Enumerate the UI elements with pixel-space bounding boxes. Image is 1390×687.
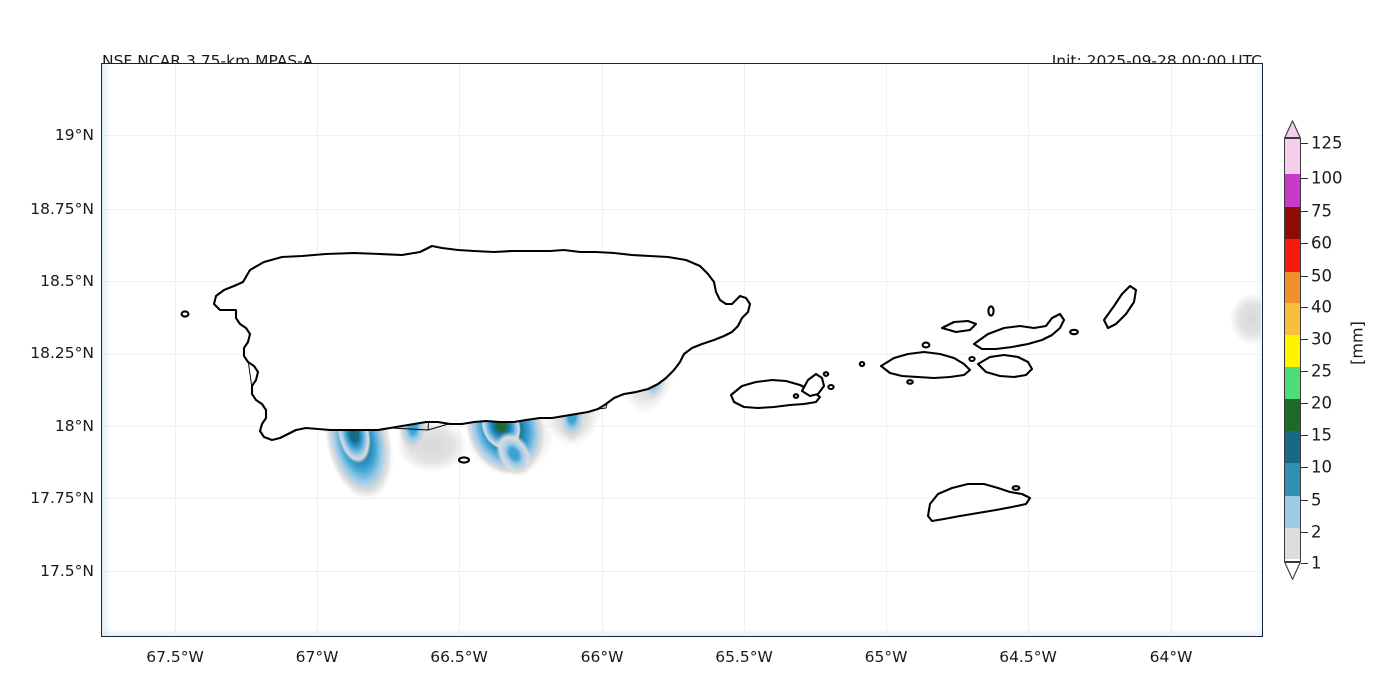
- colorbar-tick: [1301, 243, 1308, 245]
- colorbar-band-30-40: [1285, 303, 1300, 335]
- x-tick-label: 65°W: [864, 648, 908, 666]
- colorbar-band-below-1: [1285, 559, 1300, 561]
- y-tick-label: 18.5°N: [40, 272, 94, 290]
- x-tick-label: 64°W: [1149, 648, 1193, 666]
- colorbar-band-100-125: [1285, 139, 1300, 174]
- colorbar-label: 25: [1311, 361, 1332, 381]
- coastline-buck-island: [1011, 485, 1021, 491]
- colorbar-tick: [1301, 211, 1308, 213]
- precip-trace-area: [1230, 293, 1261, 345]
- coastline-hans-lollik: [921, 341, 931, 349]
- y-tick-label: 18.75°N: [30, 200, 94, 218]
- y-tick-label: 19°N: [54, 126, 94, 144]
- coastline-islet: [968, 355, 976, 363]
- colorbar-band-1-2: [1285, 528, 1300, 559]
- colorbar-label: 30: [1311, 329, 1332, 349]
- x-tick-label: 64.5°W: [999, 648, 1057, 666]
- colorbar-bands: [1284, 138, 1301, 562]
- colorbar-unit-label: [mm]: [1347, 321, 1367, 365]
- coastline-islet: [987, 305, 995, 317]
- colorbar-label: 10: [1311, 457, 1332, 477]
- colorbar-tick: [1301, 532, 1308, 534]
- map-plot-area: [101, 63, 1263, 637]
- colorbar-band-5-10: [1285, 463, 1300, 496]
- colorbar-tick: [1301, 178, 1308, 180]
- colorbar-band-50-60: [1285, 239, 1300, 272]
- colorbar-label: 100: [1311, 168, 1343, 188]
- y-tick-label: 18°N: [54, 417, 94, 435]
- colorbar-extend-top: [1284, 120, 1300, 138]
- colorbar-band-10-15: [1285, 431, 1300, 463]
- colorbar: [1284, 120, 1301, 580]
- colorbar-tick: [1301, 563, 1308, 565]
- colorbar-label: 125: [1311, 133, 1343, 153]
- colorbar-tick: [1301, 435, 1308, 437]
- coastline-luis-pena: [792, 393, 800, 399]
- colorbar-tick: [1301, 467, 1308, 469]
- colorbar-tick: [1301, 371, 1308, 373]
- coastline-islet: [1069, 328, 1079, 336]
- coastline-puerto-rico: [212, 244, 752, 442]
- colorbar-label: 40: [1311, 297, 1332, 317]
- coastline-islet: [822, 371, 830, 377]
- coastline-st-john: [976, 353, 1034, 379]
- colorbar-band-15-20: [1285, 399, 1300, 431]
- coastline-desecheo: [180, 310, 190, 318]
- y-tick-label: 18.25°N: [30, 344, 94, 362]
- map-canvas: [180, 244, 1261, 523]
- coastline-culebra: [800, 372, 826, 398]
- x-tick-label: 66°W: [580, 648, 624, 666]
- x-tick-label: 66.5°W: [430, 648, 488, 666]
- colorbar-extend-top-outline: [1284, 120, 1301, 138]
- colorbar-label: 50: [1311, 266, 1332, 286]
- coastline-tortola: [972, 312, 1066, 351]
- x-tick-label: 65.5°W: [715, 648, 773, 666]
- colorbar-tick: [1301, 143, 1308, 145]
- colorbar-band-25-30: [1285, 335, 1300, 367]
- coastline-jost-van-dyke: [940, 319, 978, 334]
- colorbar-label: 5: [1311, 490, 1322, 510]
- colorbar-label: 60: [1311, 233, 1332, 253]
- colorbar-band-75-100: [1285, 174, 1300, 207]
- coastline-virgin-gorda: [1102, 284, 1138, 330]
- colorbar-band-2-5: [1285, 496, 1300, 528]
- colorbar-label: 20: [1311, 393, 1332, 413]
- colorbar-tick: [1301, 500, 1308, 502]
- x-tick-label: 67°W: [295, 648, 339, 666]
- colorbar-band-20-25: [1285, 367, 1300, 399]
- y-tick-label: 17.5°N: [40, 562, 94, 580]
- colorbar-tick: [1301, 403, 1308, 405]
- coastline-st-thomas: [879, 350, 972, 380]
- coastline-caja-de-muertos: [457, 456, 471, 464]
- coastlines: [180, 244, 1138, 523]
- x-tick-label: 67.5°W: [146, 648, 204, 666]
- coastline-water-island: [906, 379, 914, 385]
- coastline-islet: [858, 360, 866, 368]
- colorbar-tick: [1301, 339, 1308, 341]
- colorbar-extend-bottom: [1284, 562, 1300, 580]
- colorbar-label: 15: [1311, 425, 1332, 445]
- colorbar-label: 1: [1311, 553, 1322, 573]
- colorbar-band-60-75: [1285, 207, 1300, 239]
- coastline-culebrita: [827, 383, 835, 391]
- colorbar-tick: [1301, 307, 1308, 309]
- colorbar-label: 2: [1311, 522, 1322, 542]
- colorbar-extend-bottom-outline: [1284, 562, 1301, 580]
- colorbar-tick: [1301, 276, 1308, 278]
- y-tick-label: 17.75°N: [30, 489, 94, 507]
- colorbar-label: 75: [1311, 201, 1332, 221]
- colorbar-band-40-50: [1285, 272, 1300, 303]
